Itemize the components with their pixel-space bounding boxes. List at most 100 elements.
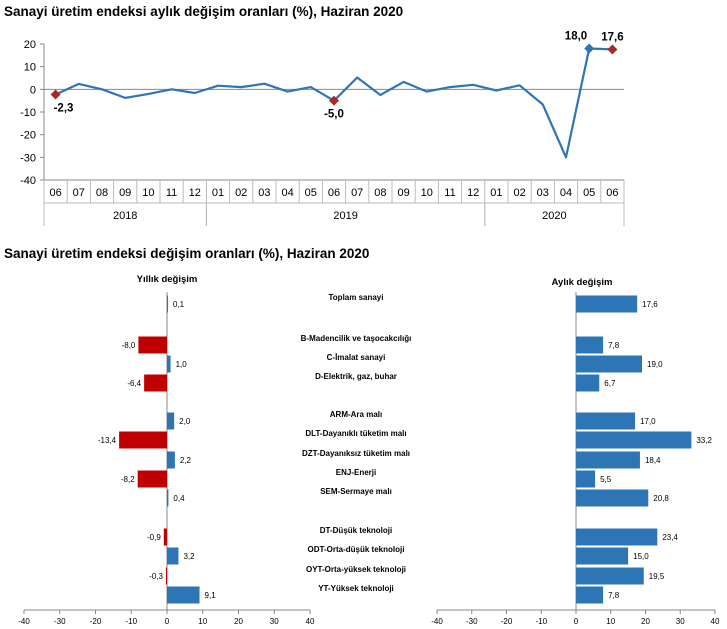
x-tick-label: 08	[96, 187, 108, 199]
yillik-bar	[144, 374, 167, 392]
aylik-bar	[576, 528, 658, 546]
aylik-bar	[576, 567, 644, 585]
aylik-data-label: 5,5	[600, 475, 612, 484]
aylik-x-tick-label: 30	[676, 617, 685, 626]
yillik-bar	[137, 470, 167, 488]
category-label: DT-Düşük teknoloji	[320, 526, 392, 535]
category-label: SEM-Sermaye malı	[320, 487, 392, 496]
aylik-bar	[576, 374, 600, 392]
x-tick-label: 10	[142, 187, 154, 199]
aylik-x-tick-label: -20	[501, 617, 513, 626]
aylik-bar	[576, 295, 638, 313]
yillik-x-tick-label: 0	[165, 617, 170, 626]
yillik-data-label: -6,4	[127, 379, 141, 388]
x-tick-label: 05	[583, 187, 595, 199]
year-label: 2020	[542, 210, 566, 222]
yillik-bar	[167, 489, 169, 507]
y-tick-label: 10	[24, 62, 36, 74]
x-tick-label: 06	[49, 187, 61, 199]
x-tick-label: 08	[374, 187, 386, 199]
yillik-bar	[167, 586, 200, 604]
aylik-bar	[576, 336, 604, 354]
y-tick-label: -20	[20, 130, 36, 142]
aylik-data-label: 7,8	[608, 591, 620, 600]
aylik-x-tick-label: 10	[606, 617, 615, 626]
x-tick-label: 03	[537, 187, 549, 199]
data-label: -2,3	[54, 103, 74, 115]
yillik-bar	[167, 547, 179, 565]
yillik-data-label: -0,3	[149, 572, 163, 581]
data-point-marker	[329, 95, 339, 106]
x-tick-label: 12	[467, 187, 479, 199]
x-tick-label: 12	[189, 187, 201, 199]
aylik-data-label: 18,4	[645, 456, 661, 465]
aylik-data-label: 33,2	[696, 436, 712, 445]
yillik-data-label: 0,4	[173, 494, 185, 503]
x-tick-label: 05	[305, 187, 317, 199]
x-tick-label: 04	[560, 187, 572, 199]
data-point-marker	[607, 44, 618, 55]
data-label: -5,0	[324, 109, 344, 121]
y-tick-label: -10	[20, 107, 36, 119]
aylik-bar	[576, 489, 649, 507]
x-tick-label: 07	[73, 187, 85, 199]
y-tick-label: -30	[20, 152, 36, 164]
aylik-x-tick-label: -30	[466, 617, 478, 626]
x-tick-label: 06	[606, 187, 618, 199]
yillik-bar	[167, 451, 175, 469]
yillik-data-label: -8,0	[122, 341, 136, 350]
yillik-data-label: 2,0	[179, 417, 191, 426]
yillik-x-tick-label: -20	[90, 617, 102, 626]
yillik-data-label: -8,2	[121, 475, 135, 484]
aylik-data-label: 17,0	[640, 417, 656, 426]
yillik-data-label: 2,2	[180, 456, 192, 465]
x-tick-label: 07	[351, 187, 363, 199]
data-label: 17,6	[601, 31, 623, 43]
yillik-bar	[167, 355, 171, 373]
yillik-x-tick-label: 40	[306, 617, 315, 626]
yillik-x-tick-label: 10	[198, 617, 207, 626]
aylik-data-label: 19,5	[649, 572, 665, 581]
yillik-data-label: 1,0	[176, 360, 188, 369]
yillik-x-tick-label: -10	[125, 617, 137, 626]
aylik-x-tick-label: 20	[641, 617, 650, 626]
category-label: C-İmalat sanayi	[327, 353, 386, 362]
aylik-bar	[576, 412, 636, 430]
aylik-data-label: 6,7	[604, 379, 616, 388]
aylik-bar	[576, 586, 604, 604]
x-tick-label: 11	[444, 187, 455, 199]
category-label: Toplam sanayi	[329, 293, 384, 302]
x-tick-label: 02	[235, 187, 247, 199]
category-label: OYT-Orta-yüksek teknoloji	[306, 565, 406, 574]
yillik-data-label: 9,1	[205, 591, 217, 600]
yillik-x-tick-label: 20	[234, 617, 243, 626]
aylik-data-label: 23,4	[662, 533, 678, 542]
yillik-bar	[138, 336, 167, 354]
line-chart-title: Sanayi üretim endeksi aylık değişim oran…	[4, 4, 404, 19]
aylik-x-tick-label: 0	[574, 617, 579, 626]
category-label: ODT-Orta-düşük teknoloji	[308, 545, 405, 554]
aylik-bar	[576, 355, 643, 373]
yillik-bar	[167, 295, 168, 313]
aylik-data-label: 19,0	[647, 360, 663, 369]
aylik-data-label: 17,6	[642, 300, 658, 309]
year-label: 2019	[333, 210, 357, 222]
y-tick-label: -40	[20, 175, 36, 187]
monthly-change-line-chart: 20 10 0 -10 -20 -30 -40 06 07 08 09 10 11 12 01 02 03 04 0…	[20, 31, 625, 226]
yillik-bar	[165, 567, 167, 585]
aylik-x-tick-label: -10	[535, 617, 547, 626]
x-tick-label: 10	[421, 187, 433, 199]
aylik-panel-title: Aylık değişim	[552, 277, 613, 288]
yillik-data-label: -0,9	[147, 533, 161, 542]
year-label: 2018	[113, 210, 137, 222]
aylik-x-tick-label: 40	[711, 617, 720, 626]
yillik-data-label: -13,4	[98, 436, 117, 445]
x-tick-label: 01	[490, 187, 502, 199]
category-label: D-Elektrik, gaz, buhar	[315, 372, 397, 381]
x-tick-label: 09	[119, 187, 131, 199]
y-tick-label: 20	[24, 39, 36, 51]
yillik-x-tick-label: -30	[54, 617, 66, 626]
x-tick-label: 04	[281, 187, 293, 199]
yillik-data-label: 3,2	[183, 552, 195, 561]
